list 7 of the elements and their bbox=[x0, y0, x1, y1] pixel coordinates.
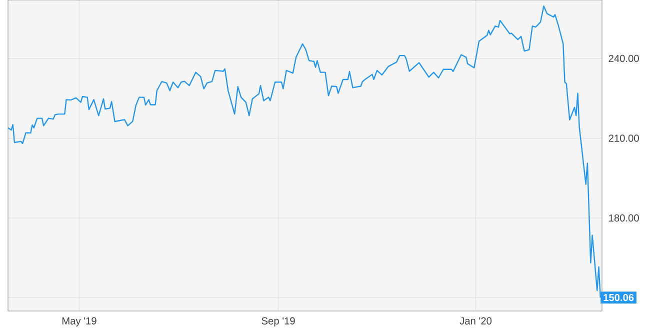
x-tick-label: May '19 bbox=[62, 317, 96, 326]
annotation: 150.06 bbox=[604, 294, 634, 302]
x-tick-label: Jan '20 bbox=[460, 317, 492, 324]
y-tick-label: 240.00 bbox=[608, 54, 639, 62]
y-tick-label: 180.00 bbox=[609, 214, 639, 222]
y-tick-label: 210.00 bbox=[608, 134, 639, 142]
x-tick-label: Sep '19 bbox=[262, 317, 295, 326]
